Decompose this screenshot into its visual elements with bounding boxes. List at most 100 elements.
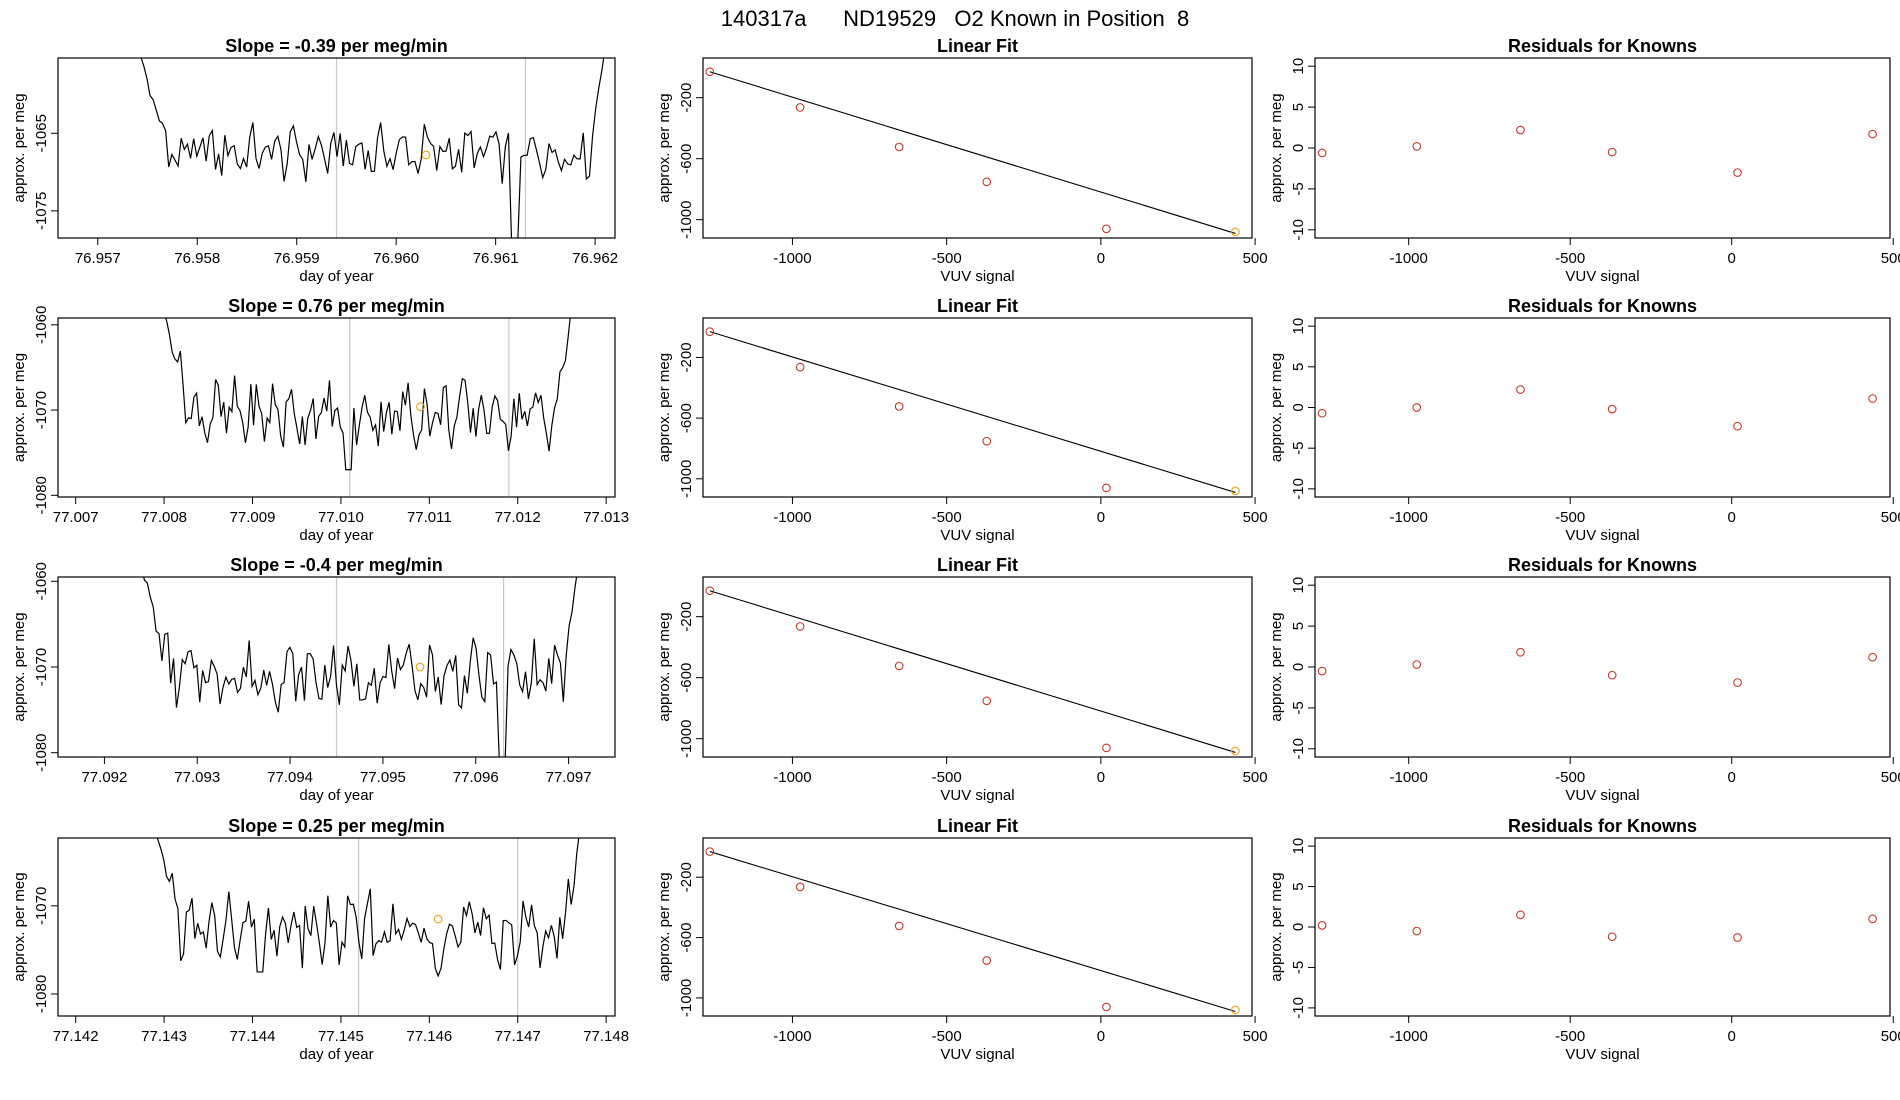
x-axis-label: VUV signal	[1565, 268, 1639, 285]
panel-title: Slope = 0.25 per meg/min	[228, 816, 445, 836]
x-tick-label: 0	[1728, 769, 1736, 786]
plot-area	[143, 577, 578, 757]
y-tick-label: -5	[1290, 182, 1307, 195]
plot-frame	[1314, 317, 1891, 498]
panel-2-0: Slope = -0.4 per meg/min 77.092 77.093 77.0…	[11, 555, 616, 804]
data-point	[795, 362, 805, 372]
x-tick-label: -1000	[1389, 769, 1427, 786]
y-tick-label: 10	[1290, 58, 1307, 75]
y-tick-label: 10	[1290, 838, 1307, 855]
figure-title: 140317a ND19529 O2 Known in Position 8	[721, 6, 1189, 31]
x-tick-label: 77.146	[406, 1028, 452, 1045]
data-point	[1317, 408, 1327, 418]
y-tick-label: -1070	[33, 887, 50, 925]
x-tick-label: -500	[1555, 509, 1585, 526]
y-tick-label: -1070	[33, 391, 50, 429]
y-axis-label: approx. per meg	[11, 612, 28, 721]
x-tick-label: -1000	[773, 250, 811, 267]
x-tick-label: 76.958	[174, 250, 220, 267]
plot-area	[165, 318, 571, 497]
x-tick-label: 0	[1097, 509, 1105, 526]
x-axis-label: day of year	[299, 527, 373, 544]
y-tick-label: -1060	[33, 306, 50, 344]
x-axis-label: VUV signal	[940, 527, 1014, 544]
panel-1-2: Residuals for Knowns -1000 -500 0 500 10 5 0 -5 -…	[1268, 296, 1900, 544]
y-axis-label: approx. per meg	[11, 872, 28, 981]
data-point	[1733, 421, 1742, 431]
data-point	[1868, 394, 1877, 403]
y-tick-label: -1080	[33, 975, 50, 1013]
x-tick-label: 77.095	[360, 769, 406, 786]
data-point	[1733, 168, 1742, 177]
data-point	[1868, 914, 1877, 924]
panel-title: Linear Fit	[937, 816, 1018, 836]
x-tick-label: 0	[1097, 769, 1105, 786]
panel-title: Slope = 0.76 per meg/min	[228, 296, 445, 316]
signal-trace	[165, 318, 571, 471]
x-tick-label: 77.147	[495, 1028, 541, 1045]
y-tick-label: -5	[1290, 961, 1307, 974]
y-tick-label: -1070	[33, 648, 50, 686]
y-tick-label: -1000	[678, 201, 695, 239]
x-tick-label: 76.960	[373, 250, 419, 267]
plot-area	[705, 327, 1240, 496]
signal-trace	[156, 838, 580, 978]
x-tick-label: 500	[1881, 509, 1900, 526]
y-tick-label: 0	[1290, 403, 1307, 411]
y-tick-label: 0	[1290, 663, 1307, 671]
data-point	[894, 402, 904, 411]
y-tick-label: 5	[1290, 363, 1307, 371]
data-point	[1868, 652, 1877, 662]
y-tick-label: -1075	[33, 192, 50, 230]
x-tick-label: 77.010	[318, 509, 364, 526]
data-point	[1868, 129, 1877, 139]
x-axis-label: VUV signal	[940, 787, 1014, 804]
x-tick-label: 77.008	[141, 509, 187, 526]
y-tick-label: -200	[678, 83, 695, 113]
known-point	[1230, 1005, 1240, 1015]
x-tick-label: -1000	[773, 1028, 811, 1045]
x-tick-label: 77.011	[407, 509, 452, 526]
x-tick-label: 0	[1728, 250, 1736, 267]
y-tick-label: -10	[1290, 997, 1307, 1019]
data-point	[1102, 743, 1111, 753]
plot-area	[156, 838, 580, 1016]
x-tick-label: -1000	[1389, 509, 1427, 526]
panel-grid: Slope = -0.39 per meg/min 76.957 76.958 76.…	[11, 36, 1900, 1063]
data-point	[1412, 142, 1422, 151]
y-tick-label: 0	[1290, 144, 1307, 152]
y-axis-label: approx. per meg	[656, 93, 673, 202]
x-tick-label: -1000	[773, 769, 811, 786]
x-tick-label: 0	[1097, 1028, 1105, 1045]
panel-2-1: Linear Fit -1000 -500 0 500 -200 -600 -1000 VUV …	[656, 555, 1268, 804]
y-tick-label: -5	[1290, 442, 1307, 455]
plot-frame	[1314, 837, 1891, 1017]
y-tick-label: -200	[678, 862, 695, 892]
x-tick-label: 77.143	[141, 1028, 187, 1045]
plot-frame	[702, 576, 1253, 758]
plot-frame	[702, 837, 1253, 1017]
data-point	[894, 661, 904, 671]
x-tick-label: 500	[1881, 1028, 1900, 1045]
plot-frame	[1314, 57, 1891, 239]
plot-frame	[702, 57, 1253, 239]
panel-title: Residuals for Knowns	[1508, 555, 1697, 575]
data-point	[705, 847, 715, 856]
data-point	[1607, 670, 1617, 680]
y-axis-label: approx. per meg	[656, 872, 673, 981]
data-point	[1412, 403, 1422, 412]
x-tick-label: 500	[1243, 509, 1268, 526]
panel-title: Slope = -0.4 per meg/min	[230, 555, 443, 575]
x-tick-label: -1000	[773, 509, 811, 526]
x-tick-label: 77.013	[583, 509, 629, 526]
data-point	[982, 956, 992, 965]
data-point	[1516, 647, 1525, 657]
signal-trace	[143, 577, 578, 757]
x-axis-label: VUV signal	[940, 268, 1014, 285]
known-marker	[421, 150, 431, 160]
panel-1-1: Linear Fit -1000 -500 0 500 -200 -600 -1000 VUV …	[656, 296, 1268, 544]
y-axis-label: approx. per meg	[11, 353, 28, 462]
data-point	[1317, 666, 1327, 676]
y-tick-label: 5	[1290, 103, 1307, 111]
y-tick-label: -600	[678, 144, 695, 174]
